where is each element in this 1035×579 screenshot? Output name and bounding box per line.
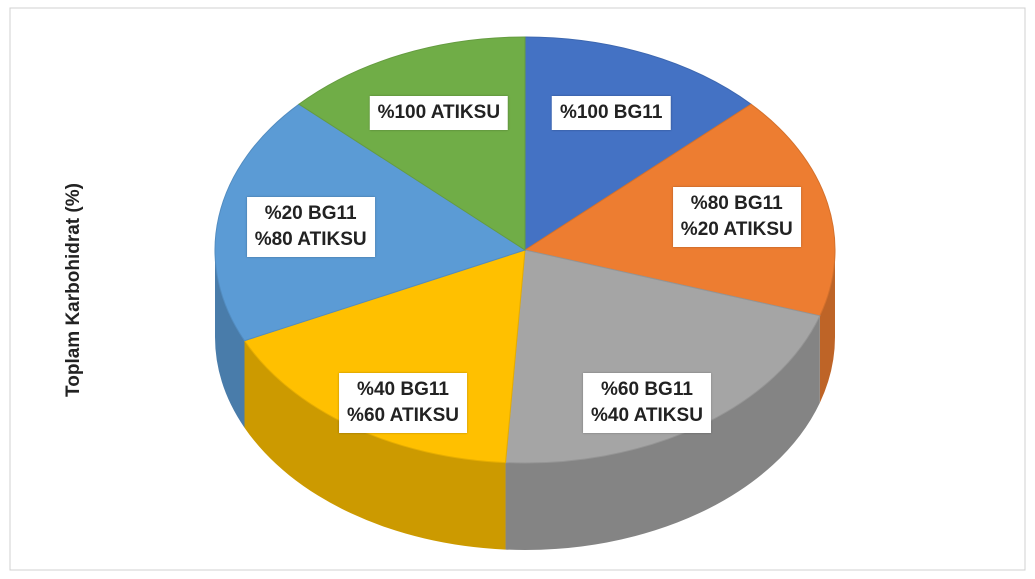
slice-label: %40 BG11 %60 ATIKSU (339, 373, 467, 434)
slice-label: %60 BG11 %40 ATIKSU (583, 373, 711, 434)
slice-label: %20 BG11 %80 ATIKSU (246, 196, 375, 257)
slice-label: %100 BG11 (551, 96, 671, 131)
slice-label: %100 ATIKSU (369, 96, 509, 131)
slice (298, 36, 526, 251)
slice-side (244, 340, 506, 550)
slice (524, 36, 752, 251)
y-axis-label: Toplam Karbohidrat (%) (63, 183, 84, 397)
slice-side (819, 250, 835, 403)
slice-side (215, 250, 245, 428)
slice-side (505, 315, 820, 550)
slice-label: %80 BG11 %20 ATIKSU (672, 187, 801, 248)
